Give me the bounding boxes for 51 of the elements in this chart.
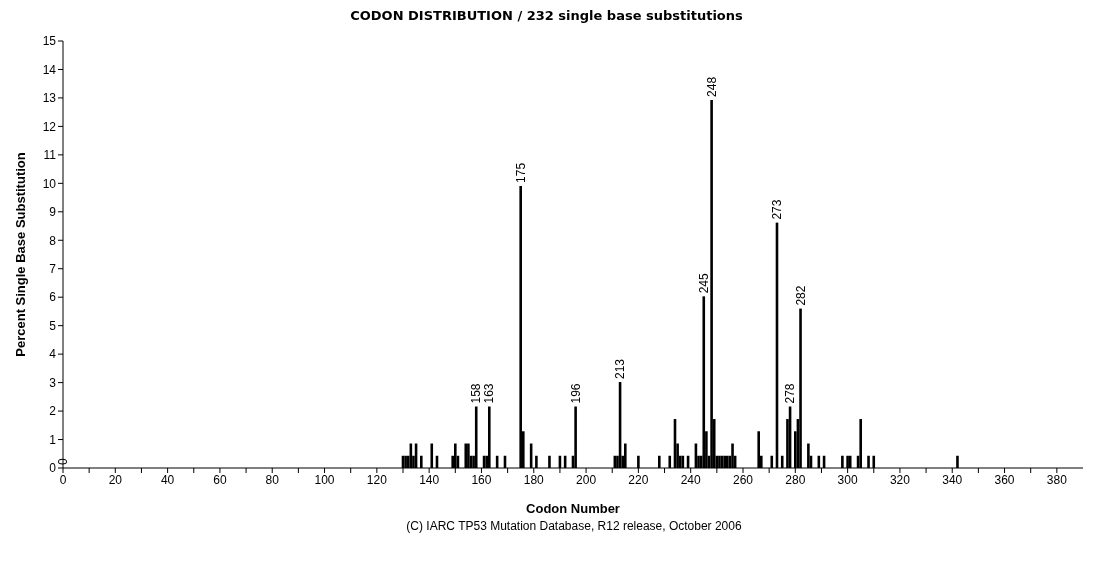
x-axis-title: Codon Number — [526, 501, 620, 516]
x-tick-label: 320 — [889, 472, 911, 487]
x-tick-label: 240 — [680, 472, 702, 487]
y-tick-label: 12 — [42, 119, 57, 134]
annotation: 175 — [513, 162, 528, 183]
y-tick-label: 15 — [42, 34, 57, 49]
annotation: 282 — [793, 285, 808, 306]
x-tick-label: 300 — [837, 472, 858, 487]
x-tick-label: 80 — [265, 472, 280, 487]
y-tick-label: 8 — [49, 233, 57, 248]
y-tick-label: 4 — [49, 347, 57, 362]
y-tick-label: 6 — [49, 290, 57, 305]
x-tick-label: 280 — [785, 472, 806, 487]
x-tick-label: 60 — [213, 472, 227, 487]
x-tick-label: 360 — [994, 472, 1015, 487]
x-tick-label: 20 — [108, 472, 123, 487]
x-tick-label: 340 — [942, 472, 963, 487]
annotation: 158 — [469, 383, 484, 404]
text: (C) IARC TP53 Mutation Database, R12 release, October 2006 — [405, 519, 743, 533]
y-axis-title: Percent Single Base Substitution — [12, 152, 28, 357]
x-tick-label: 260 — [732, 472, 754, 487]
y-tick-label: 9 — [49, 205, 57, 220]
y-tick-label: 11 — [43, 148, 57, 163]
y-tick-label: 3 — [49, 375, 57, 390]
chart-title: CODON DISTRIBUTION / 232 single base substitutions — [349, 8, 744, 23]
y-tick-label: 5 — [49, 318, 57, 333]
y-tick-label: 14 — [42, 62, 57, 77]
x-tick-label: 200 — [576, 472, 597, 487]
x-tick-label: 100 — [314, 472, 335, 487]
y-tick-label: 0 — [49, 461, 57, 476]
x-tick-label: 0 — [59, 472, 67, 487]
y-tick-label: 10 — [42, 176, 57, 191]
x-tick-label: 380 — [1046, 472, 1068, 487]
annotation: 196 — [568, 383, 583, 404]
x-tick-label: 160 — [471, 472, 492, 487]
x-tick-label: 220 — [628, 472, 649, 487]
y-tick-label: 13 — [42, 91, 57, 106]
y-tick-label: 7 — [49, 261, 57, 276]
x-tick-label: 180 — [523, 472, 545, 487]
annotation: 0 — [56, 458, 70, 465]
x-tick-label: 140 — [419, 472, 440, 487]
annotation: 163 — [482, 383, 497, 404]
annotation: 213 — [613, 358, 628, 380]
annotation: 248 — [704, 76, 719, 97]
y-tick-label: 2 — [49, 404, 57, 419]
annotation: 278 — [783, 383, 798, 404]
x-tick-label: 120 — [366, 472, 388, 487]
annotation: 245 — [696, 273, 711, 294]
x-tick-label: 40 — [160, 472, 175, 487]
y-tick-label: 1 — [49, 432, 57, 447]
annotation: 273 — [770, 199, 784, 220]
